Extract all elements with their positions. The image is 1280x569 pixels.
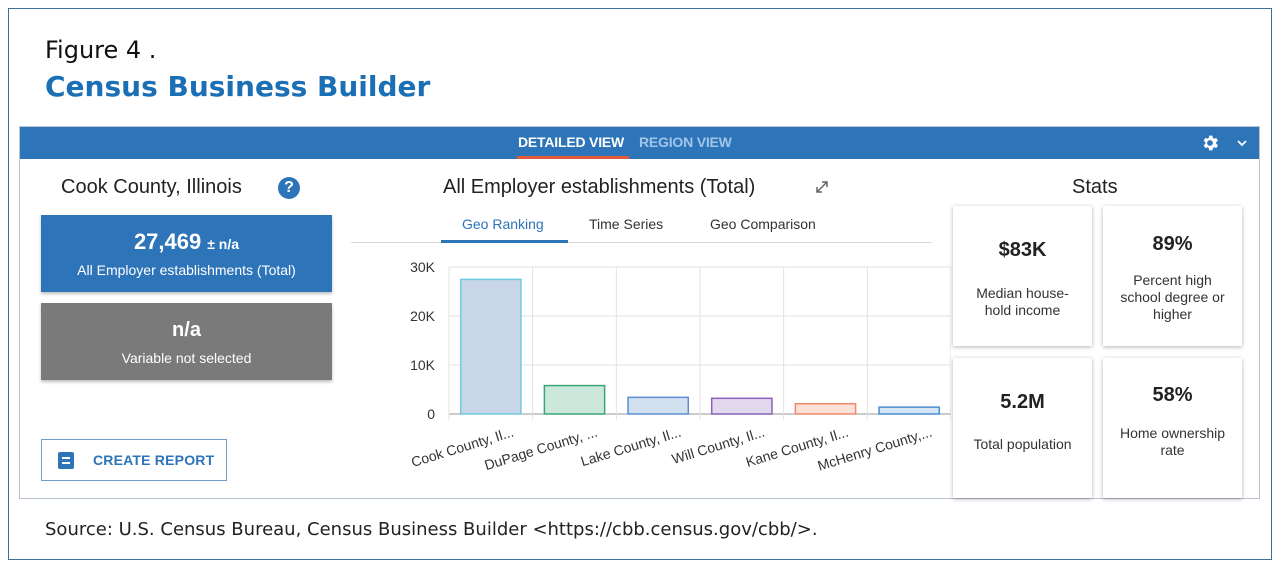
bar[interactable] (459, 278, 522, 415)
stat-card-home-ownership: 58% Home ownership rate (1103, 358, 1242, 498)
bar[interactable] (710, 397, 773, 415)
subtab-divider (351, 242, 932, 243)
subtab-geo-ranking[interactable]: Geo Ranking (462, 216, 544, 232)
stat-value: 89% (1152, 233, 1193, 255)
stat-label: Percent high school degree or higher (1120, 272, 1225, 322)
stat-value: 58% (1152, 384, 1193, 406)
stat-label: Total population (973, 436, 1072, 452)
primary-value-row: 27,469 ± n/a (41, 229, 332, 255)
y-tick-label: 20K (410, 308, 436, 324)
bar[interactable] (627, 396, 690, 415)
subtab-geo-comparison[interactable]: Geo Comparison (710, 216, 816, 232)
top-bar: DETAILED VIEW REGION VIEW (20, 127, 1259, 159)
tab-region-view[interactable]: REGION VIEW (639, 134, 732, 150)
stat-value: 5.2M (1000, 391, 1045, 413)
bar[interactable] (543, 384, 606, 415)
figure-source: Source: U.S. Census Bureau, Census Busin… (45, 519, 818, 540)
secondary-value: n/a (172, 319, 201, 341)
stat-label: Median house-hold income (976, 285, 1069, 318)
figure-label: Figure 4 . (45, 36, 157, 64)
expand-icon[interactable] (813, 178, 831, 196)
primary-label: All Employer establishments (Total) (77, 262, 296, 278)
stat-card-median-income: $83K Median house-hold income (953, 206, 1092, 346)
y-tick-label: 0 (427, 406, 435, 422)
secondary-variable-card[interactable]: n/a Variable not selected (41, 303, 332, 380)
report-icon (58, 452, 74, 469)
chevron-down-icon[interactable] (1235, 136, 1249, 150)
help-icon[interactable]: ? (278, 177, 300, 199)
geography-title: Cook County, Illinois (61, 176, 242, 198)
chart-title: All Employer establishments (Total) (443, 176, 756, 198)
active-subtab-indicator (441, 240, 568, 243)
create-report-label: CREATE REPORT (93, 452, 215, 468)
subtab-time-series[interactable]: Time Series (589, 216, 664, 232)
y-tick-label: 30K (410, 259, 436, 275)
figure-title: Census Business Builder (45, 70, 431, 103)
stat-card-high-school: 89% Percent high school degree or higher (1103, 206, 1242, 346)
bar[interactable] (878, 406, 941, 415)
bar[interactable] (794, 402, 857, 415)
stats-title: Stats (1072, 176, 1118, 198)
primary-value: 27,469 (133, 229, 202, 254)
active-tab-indicator (517, 156, 629, 159)
stat-label: Home ownership rate (1119, 425, 1226, 458)
figure-frame (8, 8, 1272, 560)
create-report-button[interactable]: CREATE REPORT (41, 439, 227, 481)
y-tick-label: 10K (410, 357, 436, 373)
primary-margin: ± n/a (207, 236, 240, 252)
stat-value: $83K (998, 239, 1047, 261)
primary-variable-card[interactable]: 27,469 ± n/a All Employer establishments … (41, 215, 332, 292)
secondary-label: Variable not selected (121, 350, 252, 366)
app-window: DETAILED VIEW REGION VIEW Cook County, I… (19, 126, 1260, 499)
tab-detailed-view[interactable]: DETAILED VIEW (518, 134, 625, 150)
stat-card-population: 5.2M Total population (953, 358, 1092, 498)
gear-icon[interactable] (1200, 133, 1220, 153)
